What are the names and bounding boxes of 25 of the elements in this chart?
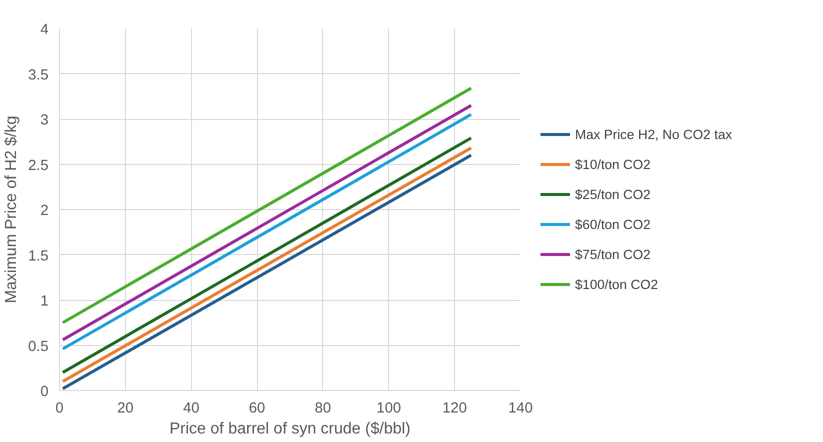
legend-label: Max Price H2, No CO2 tax	[575, 126, 732, 142]
legend-label: $75/ton CO2	[575, 246, 651, 262]
x-tick-label: 40	[183, 400, 200, 416]
legend-label: $10/ton CO2	[575, 156, 651, 172]
x-tick-label: 100	[376, 400, 402, 416]
y-tick-label: 0.5	[28, 338, 48, 355]
y-axis-title: Maximum Price of H2 $/kg	[3, 116, 20, 304]
y-tick-label: 4	[40, 22, 49, 38]
y-tick-label: 1.5	[28, 248, 48, 264]
x-tick-label: 80	[314, 400, 332, 416]
y-tick-label: 3.5	[28, 67, 48, 84]
legend-label: $25/ton CO2	[575, 186, 651, 202]
y-tick-label: 2.5	[28, 158, 48, 174]
legend-label: $100/ton CO2	[575, 276, 658, 292]
y-tick-label: 0	[40, 384, 49, 400]
legend-label: $60/ton CO2	[575, 216, 651, 232]
x-tick-label: 0	[55, 400, 64, 416]
y-tick-label: 1	[40, 294, 49, 310]
x-tick-label: 140	[508, 400, 533, 416]
y-tick-label: 2	[40, 203, 49, 219]
x-axis-title: Price of barrel of syn crude ($/bbl)	[170, 420, 411, 438]
y-tick-label: 3	[40, 112, 49, 128]
x-tick-label: 60	[248, 400, 266, 416]
x-tick-label: 120	[442, 400, 467, 416]
x-tick-label: 20	[117, 400, 134, 416]
